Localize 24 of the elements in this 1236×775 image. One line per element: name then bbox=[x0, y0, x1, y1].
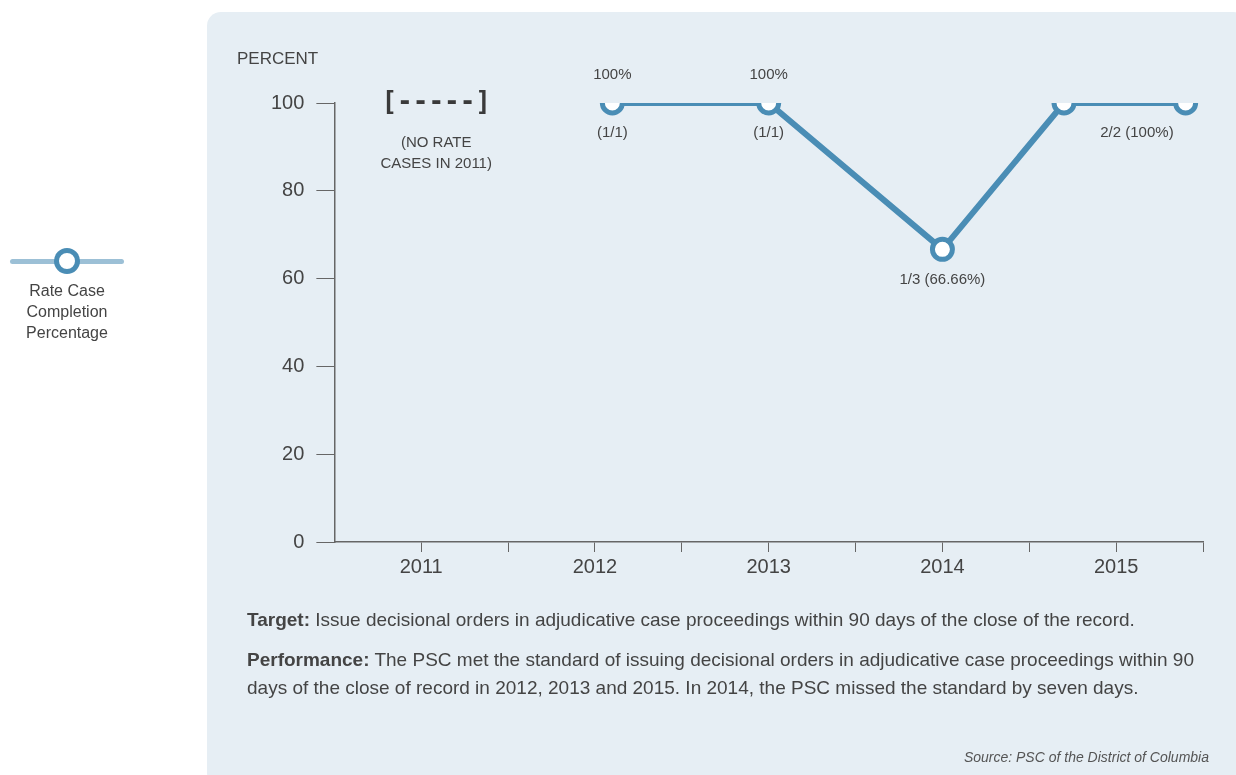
text: Target: Issue decisional orders in adjudicative case proceedings within 90 days of the close of the record. bbox=[247, 608, 1136, 632]
annotation: (1/1) bbox=[753, 123, 785, 141]
text: Performance: The PSC met the standard of issuing decisional orders in adjudicative case proceedings within 90 days of the close of record in 2012, 2013 and 2015. In 2014, the PSC missed the standard by seven days. bbox=[247, 648, 1195, 700]
y-tick-label: 100 bbox=[270, 90, 305, 113]
y-tick-label: 60 bbox=[282, 266, 305, 289]
y-axis-title: PERCENT bbox=[237, 48, 319, 68]
annotation: (NO RATE CASES IN 2011) bbox=[380, 133, 492, 172]
x-tick-label: 2011 bbox=[399, 554, 443, 577]
legend-label: Rate Case Completion Percentage bbox=[25, 281, 109, 343]
x-tick-label: 2013 bbox=[746, 554, 791, 577]
y-tick-label: 80 bbox=[282, 178, 305, 201]
y-tick-label: 0 bbox=[293, 529, 305, 552]
y-tick-label: 40 bbox=[282, 353, 305, 376]
source-note: Source: PSC of the District of Columbia bbox=[963, 749, 1209, 765]
x-tick-label: 2014 bbox=[920, 554, 965, 577]
annotation: 100% bbox=[749, 65, 788, 83]
x-tick-label: 2015 bbox=[1093, 554, 1139, 577]
annotation: 100% bbox=[593, 65, 632, 83]
x-tick-label: 2012 bbox=[572, 554, 618, 577]
annotation: [-----] bbox=[381, 85, 492, 116]
annotation: 1/3 (66.66%) bbox=[899, 269, 986, 287]
annotation: 2/2 (100%) bbox=[1100, 123, 1174, 141]
annotation: (1/1) bbox=[596, 123, 628, 141]
y-tick-label: 20 bbox=[282, 441, 305, 464]
